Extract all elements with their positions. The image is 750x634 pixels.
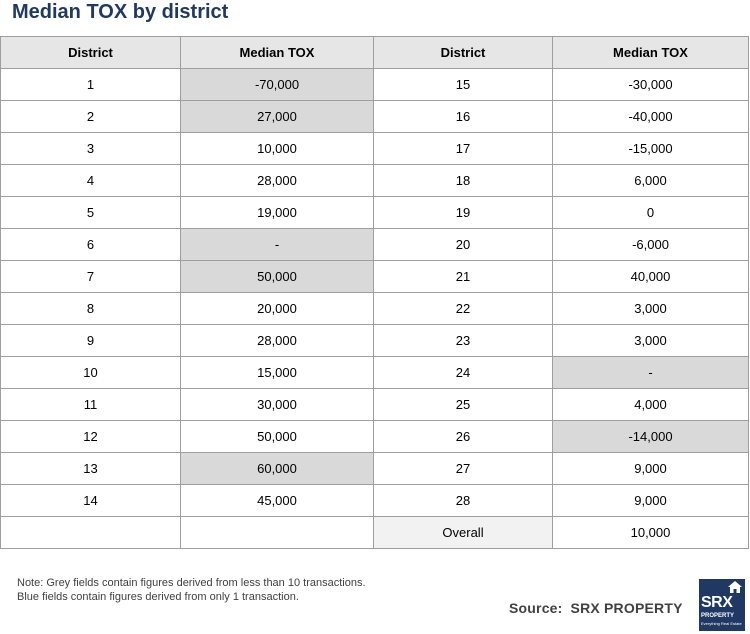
- median-tox-cell: -15,000: [552, 132, 749, 165]
- median-tox-cell: 50,000: [180, 420, 374, 453]
- district-cell: 6: [0, 228, 181, 261]
- district-cell: 7: [0, 260, 181, 293]
- median-tox-cell: 15,000: [180, 356, 374, 389]
- district-cell: 15: [373, 68, 553, 101]
- median-tox-cell: 30,000: [180, 388, 374, 421]
- district-cell: 4: [0, 164, 181, 197]
- median-tox-cell: 28,000: [180, 324, 374, 357]
- source-credit: Source: SRX PROPERTY: [509, 600, 683, 616]
- table-body: 1 -70,000 15 -30,000 2 27,000 16 -40,000 3 10,000…: [0, 68, 749, 549]
- median-tox-cell: 0: [552, 196, 749, 229]
- median-tox-cell: 20,000: [180, 292, 374, 325]
- district-cell: 3: [0, 132, 181, 165]
- median-tox-cell: 45,000: [180, 484, 374, 517]
- district-cell: 12: [0, 420, 181, 453]
- footnote: Note: Grey fields contain figures derive…: [17, 576, 366, 604]
- median-tox-cell: -40,000: [552, 100, 749, 133]
- table-row: 10 15,000 24-: [0, 356, 749, 389]
- median-tox-cell: 27,000: [180, 100, 374, 133]
- column-header-median-tox-left: Median TOX: [180, 36, 374, 69]
- footnote-line-2: Blue fields contain figures derived from…: [17, 591, 299, 603]
- column-header-district-left: District: [0, 36, 181, 69]
- district-cell: 23: [373, 324, 553, 357]
- table-row: 6-20 -6,000: [0, 228, 749, 261]
- district-cell: 27: [373, 452, 553, 485]
- district-cell: 11: [0, 388, 181, 421]
- table-row: 11 30,000 25 4,000: [0, 388, 749, 421]
- district-cell: 17: [373, 132, 553, 165]
- table-header-row: District Median TOX District Median TOX: [0, 36, 749, 69]
- district-cell: 8: [0, 292, 181, 325]
- district-cell: 9: [0, 324, 181, 357]
- table-row: 8 20,000 22 3,000: [0, 292, 749, 325]
- table-row: 9 28,000 23 3,000: [0, 324, 749, 357]
- district-cell: 16: [373, 100, 553, 133]
- median-tox-cell: 40,000: [552, 260, 749, 293]
- table-row: 1 -70,000 15 -30,000: [0, 68, 749, 101]
- table-row: 2 27,000 16 -40,000: [0, 100, 749, 133]
- table-row: 5 19,000 19 0: [0, 196, 749, 229]
- median-tox-cell: -6,000: [552, 228, 749, 261]
- table-row: 7 50,000 21 40,000: [0, 260, 749, 293]
- median-tox-cell: 4,000: [552, 388, 749, 421]
- district-cell: 5: [0, 196, 181, 229]
- logo-tagline: Everything Real Estate: [701, 621, 742, 626]
- median-tox-cell: 19,000: [180, 196, 374, 229]
- district-cell: 19: [373, 196, 553, 229]
- column-header-district-right: District: [373, 36, 553, 69]
- median-tox-cell: 28,000: [180, 164, 374, 197]
- median-tox-cell: -: [180, 228, 374, 261]
- house-icon: [728, 581, 742, 593]
- median-tox-cell: -30,000: [552, 68, 749, 101]
- empty-cell: [0, 516, 181, 549]
- district-cell: 10: [0, 356, 181, 389]
- logo-brand: SRX: [701, 594, 733, 611]
- district-cell: 18: [373, 164, 553, 197]
- district-cell: 2: [0, 100, 181, 133]
- footnote-line-1: Note: Grey fields contain figures derive…: [17, 577, 366, 589]
- median-tox-cell: 60,000: [180, 452, 374, 485]
- empty-cell: [180, 516, 374, 549]
- srx-logo: SRX PROPERTY Everything Real Estate: [699, 579, 745, 631]
- source-label: Source:: [509, 600, 563, 616]
- overall-value: 10,000: [552, 516, 749, 549]
- district-cell: 26: [373, 420, 553, 453]
- median-tox-cell: -70,000: [180, 68, 374, 101]
- district-cell: 28: [373, 484, 553, 517]
- table-row: 12 50,000 26 -14,000: [0, 420, 749, 453]
- table-row: 14 45,000 28 9,000: [0, 484, 749, 517]
- district-cell: 13: [0, 452, 181, 485]
- district-cell: 24: [373, 356, 553, 389]
- table-row: 13 60,000 27 9,000: [0, 452, 749, 485]
- table-row: 4 28,000 18 6,000: [0, 164, 749, 197]
- district-cell: 1: [0, 68, 181, 101]
- district-cell: 14: [0, 484, 181, 517]
- district-cell: 21: [373, 260, 553, 293]
- table-row: 3 10,000 17 -15,000: [0, 132, 749, 165]
- median-tox-cell: 9,000: [552, 484, 749, 517]
- page-title: Median TOX by district: [12, 1, 229, 23]
- overall-label: Overall: [373, 516, 553, 549]
- logo-sub: PROPERTY: [701, 613, 735, 619]
- median-tox-cell: -: [552, 356, 749, 389]
- median-tox-cell: 3,000: [552, 292, 749, 325]
- source-value: SRX PROPERTY: [570, 600, 683, 616]
- median-tox-table: District Median TOX District Median TOX …: [0, 36, 749, 549]
- median-tox-cell: 9,000: [552, 452, 749, 485]
- median-tox-cell: 3,000: [552, 324, 749, 357]
- district-cell: 20: [373, 228, 553, 261]
- district-cell: 22: [373, 292, 553, 325]
- column-header-median-tox-right: Median TOX: [552, 36, 749, 69]
- median-tox-cell: -14,000: [552, 420, 749, 453]
- median-tox-cell: 6,000: [552, 164, 749, 197]
- district-cell: 25: [373, 388, 553, 421]
- median-tox-cell: 10,000: [180, 132, 374, 165]
- median-tox-cell: 50,000: [180, 260, 374, 293]
- overall-row: Overall 10,000: [0, 516, 749, 549]
